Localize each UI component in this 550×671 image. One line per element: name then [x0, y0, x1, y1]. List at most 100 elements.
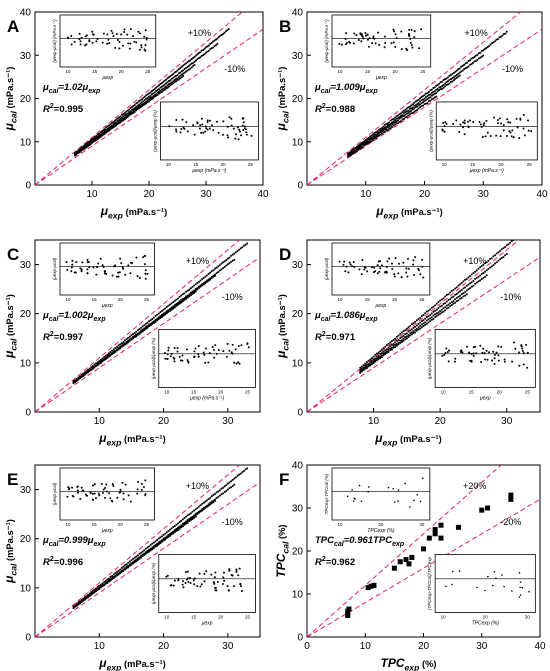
data-point — [375, 355, 378, 358]
inset-relative-residual-point — [213, 576, 216, 579]
data-point — [194, 508, 197, 511]
inset-residual-point — [421, 477, 424, 480]
inset-residual-point — [128, 47, 131, 50]
data-point — [188, 295, 191, 298]
r-squared: R2=0.971 — [315, 331, 356, 343]
data-point — [159, 316, 162, 319]
inset-relative-residual-point — [453, 360, 456, 363]
inset-residual-point — [103, 496, 106, 499]
inset-residual-point — [373, 266, 376, 269]
inset-residual-point — [115, 33, 118, 36]
data-point — [449, 73, 452, 76]
data-point — [153, 88, 156, 91]
data-point — [172, 307, 175, 310]
data-point — [226, 488, 229, 491]
data-point — [205, 274, 208, 277]
data-point — [179, 74, 182, 77]
data-point — [101, 585, 104, 588]
fit-equation-part: cal — [321, 316, 332, 323]
data-point — [474, 59, 477, 62]
inset-residual-point — [116, 496, 119, 499]
inset-residual-point — [137, 481, 140, 484]
data-point — [186, 520, 189, 523]
inset-residual-point — [67, 488, 70, 491]
inset-relative-residual-x-tick-label: 10 — [441, 614, 447, 619]
data-point — [365, 363, 368, 366]
data-point — [470, 281, 473, 284]
data-point — [391, 125, 394, 128]
data-point — [82, 145, 85, 148]
data-point — [152, 89, 155, 92]
data-point — [450, 301, 453, 304]
data-point — [505, 244, 508, 247]
data-point — [438, 535, 444, 541]
inset-residual-point — [110, 499, 113, 502]
data-point — [416, 108, 419, 111]
data-point — [152, 541, 155, 544]
x-axis-label-sub: exp — [106, 438, 121, 448]
data-point — [159, 311, 162, 314]
data-point — [454, 70, 457, 73]
data-point — [190, 66, 193, 69]
data-point — [176, 73, 179, 76]
inset-relative-residual-x-label: μexp (mPa.s⁻¹) — [469, 168, 504, 174]
inset-residual-point — [349, 41, 352, 44]
data-point — [139, 99, 142, 102]
data-point — [362, 366, 365, 369]
x-tick-label: 30 — [501, 416, 513, 427]
data-point — [392, 124, 395, 127]
data-point — [409, 332, 412, 335]
x-axis-label-unit: (mPa.s⁻¹) — [398, 207, 442, 217]
data-point — [375, 133, 378, 136]
data-point — [180, 76, 183, 79]
data-point — [394, 341, 397, 344]
inset-residual-point — [344, 270, 347, 273]
data-point — [122, 340, 125, 343]
inset-relative-residual-frame — [434, 554, 536, 613]
data-point — [447, 303, 450, 306]
inset-relative-residual-point — [203, 572, 206, 575]
data-point — [397, 334, 400, 337]
fit-equation-part: exp — [94, 541, 107, 548]
data-point — [387, 342, 390, 345]
data-point — [93, 135, 96, 138]
inset-residual-point — [357, 39, 360, 42]
data-point — [122, 112, 125, 115]
data-point — [151, 322, 154, 325]
data-point — [162, 80, 165, 83]
data-point — [105, 126, 108, 129]
inset-relative-residual-point — [214, 589, 217, 592]
inset-residual-point — [344, 38, 347, 41]
inset-residual-point — [420, 28, 423, 31]
data-point — [367, 362, 370, 365]
data-point — [382, 350, 385, 353]
inset-relative-residual-point — [525, 343, 528, 346]
inset-residual-point — [367, 491, 369, 493]
inset-relative-residual-point — [488, 351, 491, 354]
data-point — [162, 308, 165, 311]
data-point — [485, 261, 488, 264]
x-axis-label-main: μ — [98, 431, 107, 445]
inset-relative-residual-x-tick-label: 15 — [470, 162, 476, 167]
data-point — [461, 64, 464, 67]
data-point — [474, 54, 477, 57]
data-point — [382, 354, 385, 357]
data-point — [526, 228, 528, 230]
data-point — [77, 603, 80, 606]
data-point — [149, 543, 152, 546]
inset-residual-point — [377, 31, 380, 34]
inset-residual-point — [138, 32, 141, 35]
data-point — [117, 569, 120, 572]
fit-equation: μcal=1.086μexp — [314, 310, 378, 323]
data-point — [231, 259, 234, 262]
plus-bound-line — [35, 465, 241, 637]
inset-residual-point — [70, 266, 73, 269]
data-point — [460, 65, 463, 68]
data-point — [409, 334, 412, 337]
data-point — [460, 281, 463, 284]
data-point — [477, 267, 480, 270]
fit-equation: μcal=1.02μexp — [42, 82, 101, 95]
inset-relative-residual-point — [178, 355, 181, 358]
